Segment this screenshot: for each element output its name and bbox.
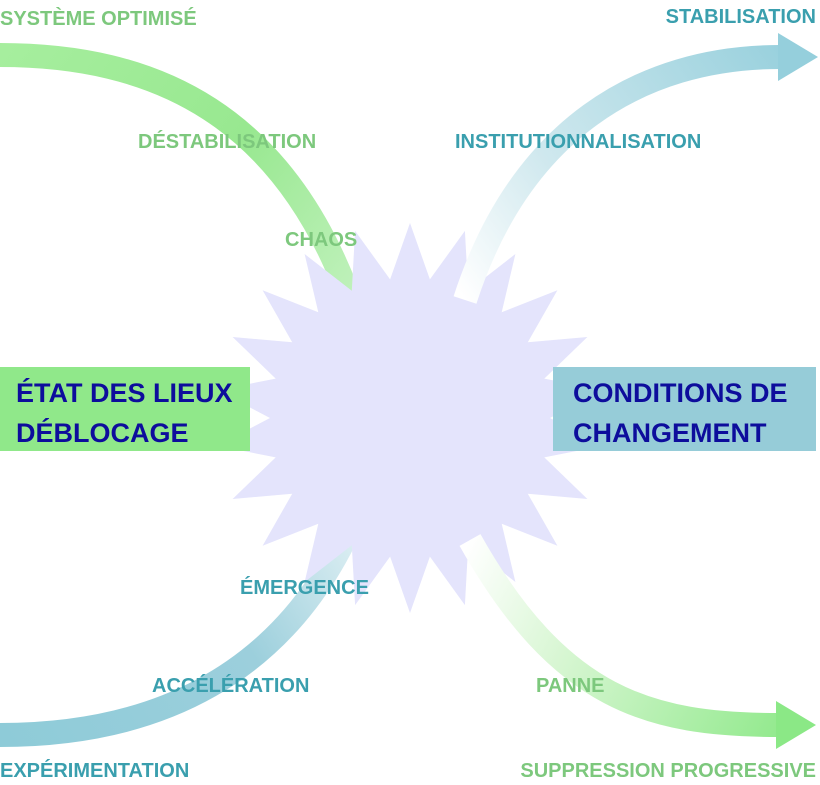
stabilisation-arrowhead [778,33,818,81]
panne-arc [459,534,779,737]
conditions-line2: CHANGEMENT [573,418,767,448]
acceleration-arc [0,500,372,747]
destabilisation-arc [0,43,370,327]
label-emergence: ÉMERGENCE [240,576,369,599]
etat-des-lieux-line2: DÉBLOCAGE [16,418,189,448]
institutionnalisation-arc [453,45,781,304]
label-suppression-progressive: SUPPRESSION PROGRESSIVE [520,760,816,782]
conditions-de-changement-box: CONDITIONS DE CHANGEMENT [553,367,816,451]
etat-des-lieux-box: ÉTAT DES LIEUX DÉBLOCAGE [0,367,250,451]
label-panne: PANNE [536,675,605,697]
label-institutionnalisation: INSTITUTIONNALISATION [455,131,701,153]
label-chaos: CHAOS [285,229,357,251]
label-systeme-optimise: SYSTÈME OPTIMISÉ [0,7,197,30]
suppression-arrowhead [776,701,816,749]
label-acceleration: ACCÉLÉRATION [152,674,309,697]
label-destabilisation: DÉSTABILISATION [138,130,316,153]
label-stabilisation: STABILISATION [666,6,816,28]
label-experimentation: EXPÉRIMENTATION [0,759,189,782]
etat-des-lieux-line1: ÉTAT DES LIEUX [16,378,233,408]
conditions-line1: CONDITIONS DE [573,378,788,408]
chaos-starburst [217,223,603,613]
